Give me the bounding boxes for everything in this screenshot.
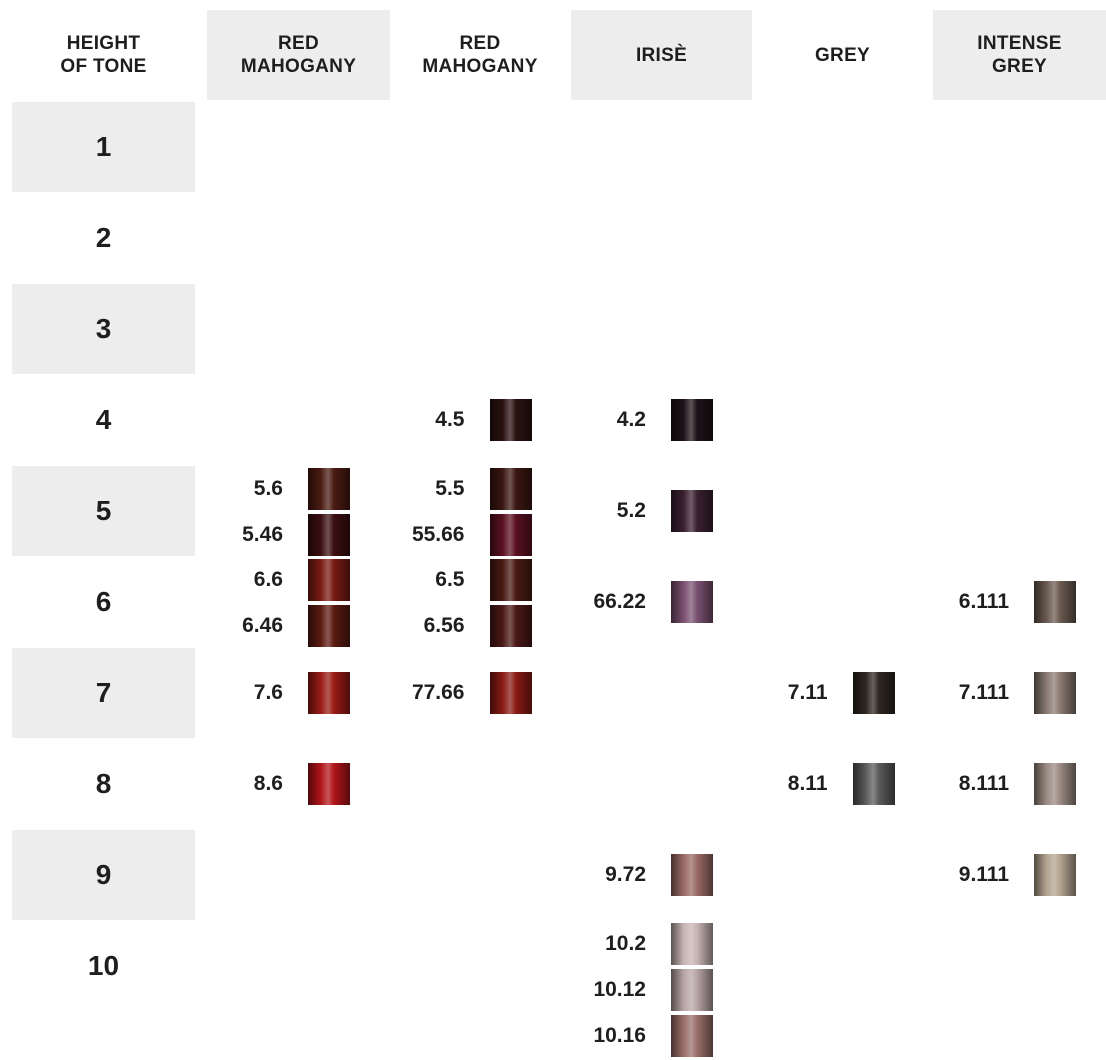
shade-code: 8.111 bbox=[958, 772, 1009, 795]
shade-swatch bbox=[671, 854, 713, 896]
shade-code: 6.5 bbox=[435, 568, 465, 591]
shade-code: 66.22 bbox=[593, 590, 646, 613]
column-header-text: GREY bbox=[814, 44, 871, 66]
shade-code: 6.111 bbox=[958, 590, 1009, 613]
tone-label: 8 bbox=[95, 768, 112, 799]
tone-label: 1 bbox=[95, 131, 112, 162]
shade-code: 8.11 bbox=[787, 772, 828, 795]
column-header-text: IRISÈ bbox=[635, 44, 688, 66]
shade-swatch bbox=[308, 763, 350, 805]
shade-code: 4.5 bbox=[435, 408, 465, 431]
shade-swatch bbox=[489, 559, 532, 601]
shade-swatch bbox=[489, 468, 532, 510]
tone-label: 9 bbox=[95, 859, 112, 890]
shade-code: 7.11 bbox=[787, 681, 828, 704]
shade-code: 9.72 bbox=[605, 863, 646, 886]
column-header: HEIGHT OF TONE bbox=[12, 10, 195, 100]
tone-bg bbox=[12, 830, 195, 920]
shade-swatch bbox=[308, 514, 350, 556]
shade-code: 5.6 bbox=[253, 477, 283, 500]
column-header-text: INTENSE GREY bbox=[977, 33, 1062, 77]
shade-swatch bbox=[671, 581, 713, 623]
shade-code: 55.66 bbox=[411, 523, 465, 546]
shade-swatch bbox=[1034, 763, 1076, 805]
shade-code: 7.111 bbox=[958, 681, 1009, 704]
column-header: IRISÈ bbox=[571, 10, 752, 100]
shade-code: 6.56 bbox=[423, 614, 465, 637]
shade-swatch bbox=[489, 514, 532, 556]
tone-bg bbox=[12, 648, 195, 738]
shade-swatch bbox=[489, 672, 532, 714]
shade-swatch bbox=[671, 399, 713, 441]
shade-code: 10.12 bbox=[593, 978, 646, 1001]
column-header: GREY bbox=[752, 10, 933, 100]
shade-swatch bbox=[1034, 854, 1076, 896]
shade-code: 5.2 bbox=[616, 499, 646, 522]
shade-swatch bbox=[308, 672, 350, 714]
header-bg bbox=[571, 10, 752, 100]
shade-swatch bbox=[852, 672, 895, 714]
tone-label: 7 bbox=[95, 677, 112, 708]
tone-bg bbox=[12, 102, 195, 192]
shade-code: 5.46 bbox=[242, 523, 283, 546]
shade-swatch bbox=[671, 490, 713, 532]
shade-code: 10.16 bbox=[593, 1024, 646, 1047]
shade-swatch bbox=[1034, 581, 1076, 623]
shade-code: 7.6 bbox=[253, 681, 283, 704]
shade-swatch bbox=[671, 969, 713, 1011]
shade-swatch bbox=[489, 605, 532, 647]
shade-swatch bbox=[671, 1015, 713, 1057]
shade-code: 8.6 bbox=[253, 772, 283, 795]
shade-swatch bbox=[671, 923, 713, 965]
shade-swatch bbox=[308, 605, 350, 647]
tone-label: 3 bbox=[95, 313, 112, 344]
header-bg bbox=[933, 10, 1106, 100]
tone-label: 2 bbox=[95, 222, 112, 253]
tone-label: 4 bbox=[95, 404, 112, 435]
shade-swatch bbox=[308, 559, 350, 601]
column-header: RED MAHOGANY bbox=[207, 10, 390, 100]
tone-bg bbox=[12, 284, 195, 374]
shade-code: 9.111 bbox=[958, 863, 1009, 886]
shade-code: 6.46 bbox=[242, 614, 283, 637]
shade-code: 4.2 bbox=[616, 408, 646, 431]
shade-swatch bbox=[489, 399, 532, 441]
header-bg bbox=[207, 10, 390, 100]
shade-code: 5.5 bbox=[435, 477, 465, 500]
shade-code: 10.2 bbox=[605, 932, 646, 955]
shade-swatch bbox=[1034, 672, 1076, 714]
shade-swatch bbox=[308, 468, 350, 510]
shade-code: 6.6 bbox=[253, 568, 283, 591]
tone-label: 5 bbox=[95, 495, 112, 526]
column-header-text: HEIGHT OF TONE bbox=[60, 33, 147, 77]
shade-code: 77.66 bbox=[411, 681, 465, 704]
column-header-text: RED MAHOGANY bbox=[422, 33, 538, 77]
shade-swatch bbox=[852, 763, 895, 805]
tone-label: 10 bbox=[87, 950, 120, 981]
tone-bg bbox=[12, 466, 195, 556]
column-header: RED MAHOGANY bbox=[389, 10, 571, 100]
column-header-text: RED MAHOGANY bbox=[240, 33, 357, 77]
tone-label: 6 bbox=[95, 586, 112, 617]
column-header: INTENSE GREY bbox=[933, 10, 1106, 100]
